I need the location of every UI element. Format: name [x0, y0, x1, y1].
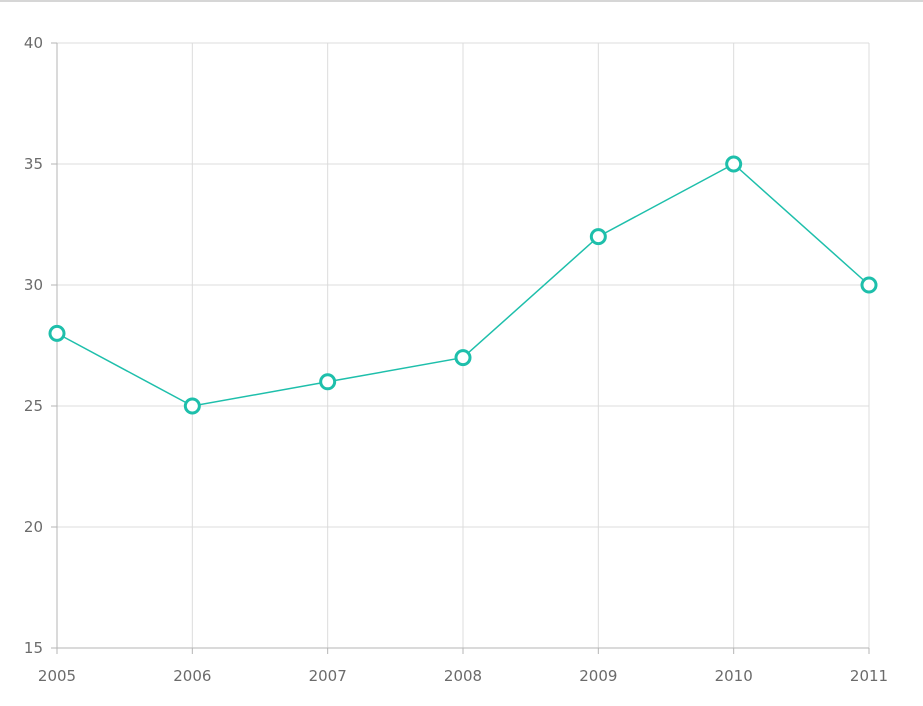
- grid: [56, 42, 870, 649]
- y-tick-label: 25: [24, 397, 43, 415]
- data-point: [319, 373, 337, 391]
- data-point: [860, 276, 878, 294]
- y-tick-label: 35: [24, 155, 43, 173]
- x-axis-ticks: 2005 2006 2007 2008 2009 2010 2011: [38, 667, 888, 685]
- series: [48, 155, 878, 415]
- data-point: [589, 228, 607, 246]
- y-tick-label: 30: [24, 276, 43, 294]
- x-tick-label: 2006: [173, 667, 211, 685]
- x-tick-label: 2011: [850, 667, 888, 685]
- y-tick-label: 15: [24, 639, 43, 657]
- x-tick-label: 2009: [579, 667, 617, 685]
- x-tick-label: 2008: [444, 667, 482, 685]
- axes: [51, 42, 870, 654]
- data-point: [454, 349, 472, 367]
- data-point: [183, 397, 201, 415]
- top-border: [0, 0, 923, 2]
- y-axis-ticks: 15 20 25 30 35 40: [24, 34, 43, 657]
- x-tick-label: 2005: [38, 667, 76, 685]
- y-tick-label: 40: [24, 34, 43, 52]
- data-point: [48, 324, 66, 342]
- data-point: [725, 155, 743, 173]
- x-tick-label: 2010: [715, 667, 753, 685]
- x-tick-label: 2007: [309, 667, 347, 685]
- y-tick-label: 20: [24, 518, 43, 536]
